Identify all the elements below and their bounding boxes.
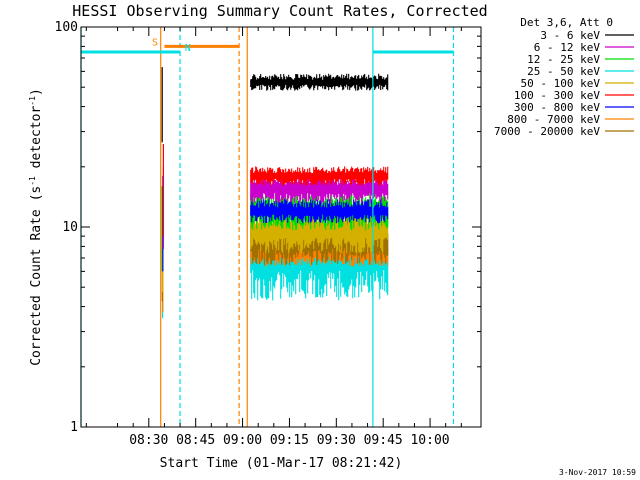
x-axis-label: Start Time (01-Mar-17 08:21:42) xyxy=(160,456,403,471)
flag-label-2: N xyxy=(185,43,191,54)
x-tick-label-2: 08:45 xyxy=(176,433,215,448)
legend-label-3: 12 - 25 keV xyxy=(527,53,600,66)
x-tick-label-1: 08:30 xyxy=(129,433,168,448)
x-tick-label-5: 09:30 xyxy=(317,433,356,448)
legend-label-2: 6 - 12 keV xyxy=(534,41,601,54)
x-tick-label-4: 09:15 xyxy=(270,433,309,448)
chart-title: HESSI Observing Summary Count Rates, Cor… xyxy=(72,2,487,20)
y-axis-label: Corrected Count Rate (s-1 detector-1) xyxy=(28,88,44,366)
legend-header: Det 3,6, Att 0 xyxy=(520,16,613,29)
series-trace-1 xyxy=(250,73,389,91)
y-tick-label-3: 100 xyxy=(55,20,78,35)
timestamp: 3-Nov-2017 10:59 xyxy=(559,468,636,477)
x-tick-label-6: 09:45 xyxy=(364,433,403,448)
axis-ticks-group: 08:30 08:45 09:00 09:15 09:30 09:45 10:00 1 10 10… xyxy=(55,20,481,448)
y-tick-label-2: 10 xyxy=(62,220,78,235)
y-axis-label-end: ) xyxy=(29,88,44,96)
x-tick-label-3: 09:00 xyxy=(223,433,262,448)
y-axis-label-main: Corrected Count Rate (s xyxy=(29,186,44,366)
plot-data-group xyxy=(161,67,389,319)
legend-label-8: 800 - 7000 keV xyxy=(507,113,600,126)
y-tick-label-1: 1 xyxy=(70,420,78,435)
legend-label-5: 50 - 100 keV xyxy=(521,77,601,90)
x-tick-label-7: 10:00 xyxy=(410,433,449,448)
legend-label-7: 300 - 800 keV xyxy=(514,101,600,114)
legend-label-9: 7000 - 20000 keV xyxy=(494,125,600,138)
y-axis-label-mid: detector xyxy=(29,106,44,177)
flag-label-1: S xyxy=(152,37,158,48)
y-axis-label-sup2: -1 xyxy=(28,96,37,106)
legend-label-1: 3 - 6 keV xyxy=(540,29,600,42)
legend-label-6: 100 - 300 keV xyxy=(514,89,600,102)
legend-label-4: 25 - 50 keV xyxy=(527,65,600,78)
y-axis-label-sup1: -1 xyxy=(28,176,37,186)
